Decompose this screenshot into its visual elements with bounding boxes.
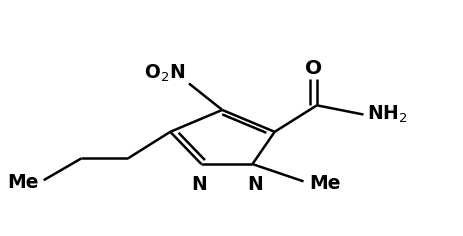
Text: O$_2$N: O$_2$N <box>144 63 185 84</box>
Text: Me: Me <box>308 174 340 193</box>
Text: O: O <box>304 59 321 78</box>
Text: N: N <box>246 175 262 194</box>
Text: N: N <box>191 175 206 194</box>
Text: NH$_2$: NH$_2$ <box>366 104 407 125</box>
Text: Me: Me <box>7 173 38 192</box>
